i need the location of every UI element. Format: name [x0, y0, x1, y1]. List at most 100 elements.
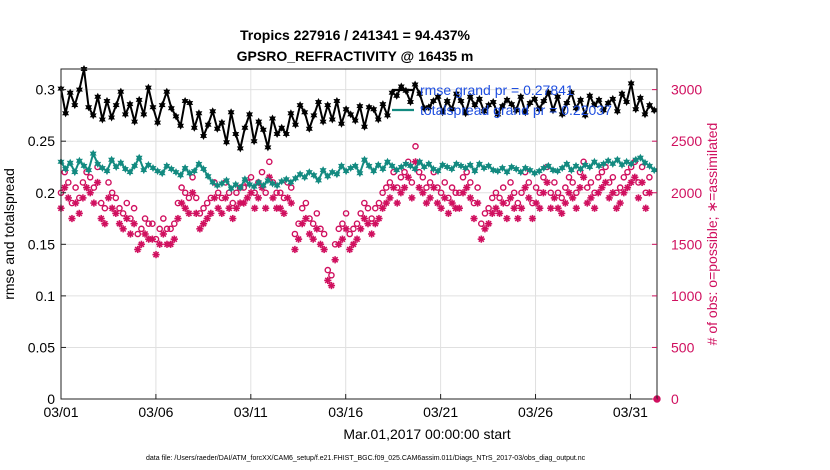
possible-point: [72, 184, 79, 191]
rmse-point: [223, 138, 230, 147]
assimilated-point: [594, 189, 602, 197]
rmse-point: [517, 92, 525, 101]
rmse-point: [135, 95, 143, 104]
possible-point: [309, 220, 317, 227]
assimilated-point: [152, 251, 160, 259]
rmse-point: [632, 105, 640, 114]
assimilated-stroke: [562, 199, 569, 207]
assimilated-stroke: [624, 184, 631, 191]
rmse-point: [333, 97, 341, 105]
possible-point: [123, 199, 131, 207]
rmse-point: [301, 108, 309, 117]
y-tick-label-left: 0.3: [36, 82, 56, 98]
assimilated-point: [386, 194, 394, 202]
totalspread-point: [108, 155, 115, 164]
possible-point: [558, 194, 565, 202]
rmse-point: [531, 94, 539, 103]
assimilated-point: [141, 230, 149, 238]
legend: rmse grand pr = 0.27841 totalspread gran…: [392, 82, 612, 118]
possible-point: [291, 230, 299, 238]
totalspread-point: [163, 161, 171, 170]
totalspread-point: [186, 169, 194, 178]
assimilated-stroke: [98, 215, 105, 222]
totalspread-point: [140, 166, 148, 175]
rmse-point: [154, 118, 161, 127]
plot-area: [61, 69, 657, 399]
rmse-point: [480, 107, 488, 116]
totalspread-point: [411, 165, 419, 173]
assimilated-stroke: [576, 184, 584, 191]
assimilated-stroke: [511, 205, 518, 212]
rmse-point: [75, 85, 83, 94]
totalspread-point: [388, 161, 396, 170]
assimilated-point: [130, 220, 138, 228]
rmse-point: [388, 88, 396, 97]
assimilated-stroke: [558, 210, 565, 217]
assimilated-stroke: [434, 199, 441, 207]
possible-point: [569, 179, 576, 186]
rmse-point: [342, 105, 350, 114]
rmse-point: [494, 110, 502, 119]
totalspread-point: [521, 164, 529, 172]
possible-point: [379, 189, 386, 197]
totalspread-point: [430, 165, 437, 173]
assimilated-point: [495, 209, 504, 217]
totalspread-point: [121, 165, 129, 173]
assimilated-stroke: [642, 205, 649, 212]
assimilated-stroke: [215, 205, 222, 212]
assimilated-point: [207, 209, 215, 217]
totalspread-point: [384, 157, 391, 166]
possible-point: [448, 184, 456, 191]
assimilated-stroke: [533, 199, 540, 207]
totalspread-point: [167, 165, 175, 173]
rmse-point: [466, 92, 474, 101]
possible-point: [518, 189, 525, 197]
totalspread-point: [517, 168, 525, 177]
assimilated-point: [517, 204, 526, 212]
y-tick-label-left: 0.1: [36, 288, 56, 304]
rmse-point: [457, 97, 465, 105]
assimilated-point: [419, 189, 427, 197]
rmse-point: [177, 121, 184, 130]
totalspread-point: [563, 159, 571, 168]
possible-point: [170, 220, 178, 227]
assimilated-point: [225, 204, 233, 212]
y-tick-label-left: 0.25: [28, 133, 55, 149]
assimilated-point: [229, 214, 237, 223]
possible-point: [357, 210, 364, 217]
rmse-point: [85, 103, 93, 112]
totalspread-point: [310, 171, 318, 180]
possible-point: [130, 204, 138, 212]
assimilated-stroke: [401, 184, 408, 191]
assimilated-point: [181, 204, 189, 212]
assimilated-stroke: [635, 194, 642, 202]
totalspread-point: [577, 165, 584, 173]
rmse-point: [305, 124, 313, 133]
assimilated-point: [642, 204, 650, 212]
rmse-point: [338, 119, 345, 128]
totalspread-point: [342, 167, 350, 176]
y-tick-label-left: 0.05: [28, 339, 55, 355]
totalspread-point: [567, 166, 575, 175]
assimilated-point: [192, 209, 200, 217]
assimilated-point: [492, 204, 500, 212]
rmse-point: [420, 104, 428, 113]
rmse-point: [172, 112, 180, 121]
possible-point: [496, 194, 503, 202]
rmse-point: [476, 94, 483, 103]
assimilated-stroke: [529, 215, 536, 222]
rmse-point: [581, 111, 589, 120]
totalspread-point: [324, 172, 332, 181]
totalspread-point: [209, 178, 217, 187]
possible-point: [320, 230, 328, 238]
rmse-point: [627, 79, 635, 88]
totalspread-point: [370, 167, 378, 176]
assimilated-point: [634, 194, 643, 202]
rmse-point: [499, 102, 506, 111]
assimilated-point: [313, 225, 321, 233]
totalspread-point: [232, 180, 240, 189]
totalspread-point: [66, 158, 74, 167]
assimilated-stroke: [565, 189, 573, 196]
rmse-point: [232, 130, 240, 138]
assimilated-stroke: [580, 174, 587, 181]
